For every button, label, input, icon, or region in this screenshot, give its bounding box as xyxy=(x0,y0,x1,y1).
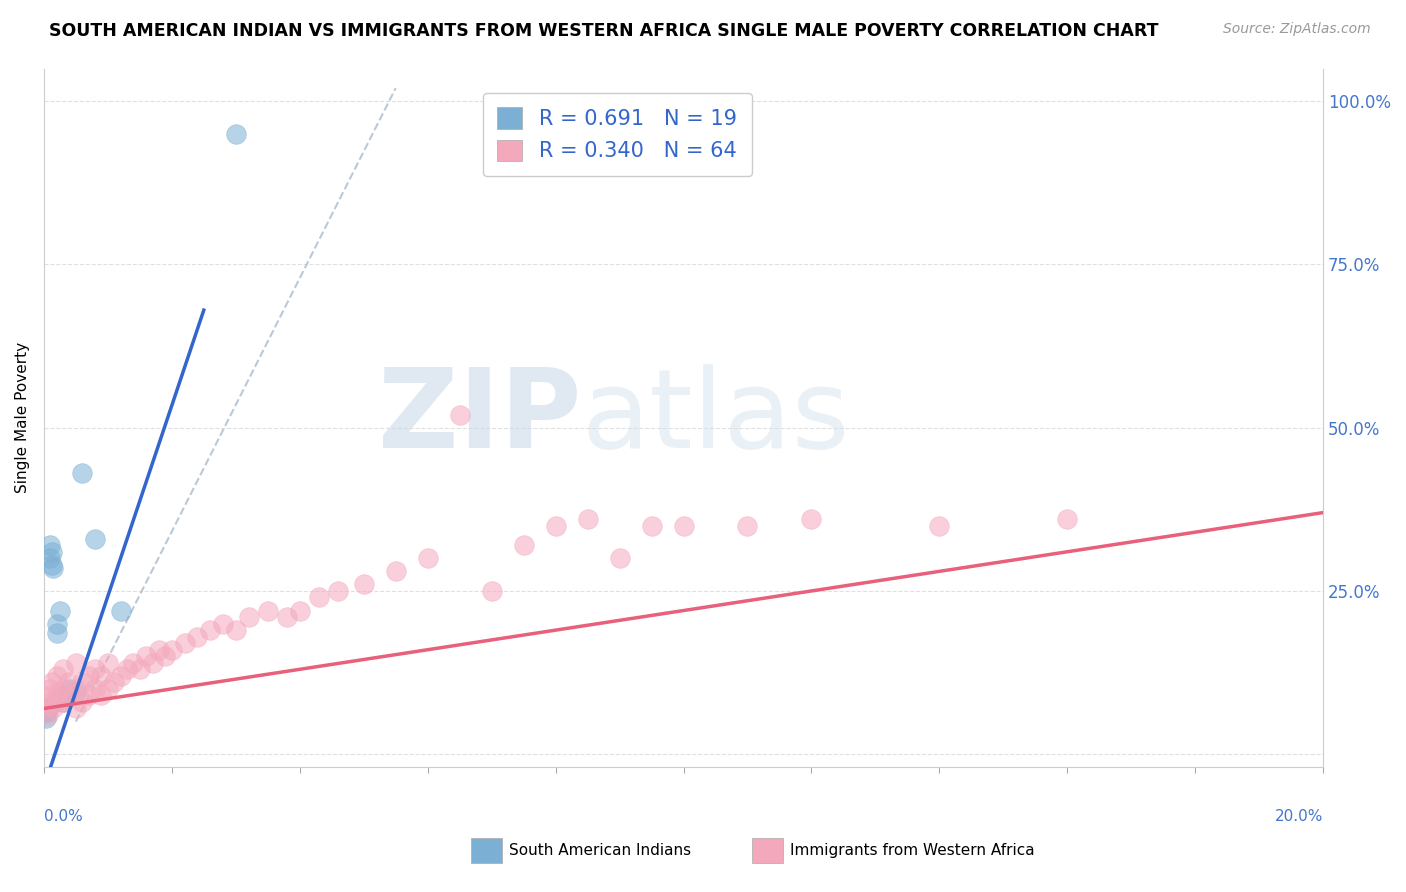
Point xyxy=(103,675,125,690)
Point xyxy=(256,603,278,617)
Point xyxy=(52,695,75,709)
Legend: R = 0.691   N = 19, R = 0.340   N = 64: R = 0.691 N = 19, R = 0.340 N = 64 xyxy=(482,93,752,176)
Point xyxy=(35,705,58,719)
Point xyxy=(72,675,94,690)
Text: South American Indians: South American Indians xyxy=(509,844,692,858)
Point xyxy=(39,689,62,703)
Text: atlas: atlas xyxy=(581,365,849,471)
Text: Immigrants from Western Africa: Immigrants from Western Africa xyxy=(790,844,1035,858)
Point xyxy=(52,681,75,696)
Point xyxy=(288,603,311,617)
Point xyxy=(45,626,67,640)
Point xyxy=(65,685,87,699)
Point xyxy=(97,681,120,696)
Point xyxy=(41,675,63,690)
Point xyxy=(52,695,75,709)
Point xyxy=(52,662,75,676)
Point xyxy=(737,518,759,533)
Text: ZIP: ZIP xyxy=(378,365,581,471)
Point xyxy=(90,689,112,703)
Point xyxy=(609,551,631,566)
Point xyxy=(39,681,62,696)
Point xyxy=(225,127,247,141)
Point xyxy=(512,538,534,552)
Point xyxy=(155,649,177,664)
Point xyxy=(45,616,67,631)
Point xyxy=(308,591,330,605)
Point xyxy=(37,701,59,715)
Point xyxy=(212,616,235,631)
Point xyxy=(72,695,94,709)
Point xyxy=(326,583,349,598)
Point xyxy=(416,551,439,566)
Point xyxy=(173,636,195,650)
Point xyxy=(65,701,87,715)
Point xyxy=(90,669,112,683)
Point xyxy=(353,577,375,591)
Point xyxy=(65,656,87,670)
Point xyxy=(37,708,59,723)
Point xyxy=(1056,512,1078,526)
Point xyxy=(110,603,132,617)
Point xyxy=(115,662,138,676)
Point xyxy=(72,467,94,481)
Point xyxy=(928,518,950,533)
Point xyxy=(225,623,247,637)
Point xyxy=(49,603,72,617)
Point xyxy=(84,532,107,546)
Point xyxy=(52,689,75,703)
Text: SOUTH AMERICAN INDIAN VS IMMIGRANTS FROM WESTERN AFRICA SINGLE MALE POVERTY CORR: SOUTH AMERICAN INDIAN VS IMMIGRANTS FROM… xyxy=(49,22,1159,40)
Point xyxy=(449,408,471,422)
Point xyxy=(238,610,260,624)
Point xyxy=(41,545,63,559)
Point xyxy=(128,662,150,676)
Point xyxy=(45,695,67,709)
Point xyxy=(35,695,58,709)
Point xyxy=(77,669,100,683)
Y-axis label: Single Male Poverty: Single Male Poverty xyxy=(15,343,30,493)
Point xyxy=(122,656,145,670)
Point xyxy=(84,662,107,676)
Point xyxy=(672,518,695,533)
Point xyxy=(42,561,65,575)
Text: 0.0%: 0.0% xyxy=(44,809,83,824)
Point xyxy=(110,669,132,683)
Point xyxy=(384,565,406,579)
Point xyxy=(45,669,67,683)
Point xyxy=(58,681,80,696)
Point xyxy=(800,512,823,526)
Point xyxy=(35,701,58,715)
Text: Source: ZipAtlas.com: Source: ZipAtlas.com xyxy=(1223,22,1371,37)
Point xyxy=(135,649,157,664)
Point xyxy=(481,583,503,598)
Point xyxy=(77,689,100,703)
Point xyxy=(58,689,80,703)
Point xyxy=(39,538,62,552)
Point xyxy=(42,701,65,715)
Point xyxy=(45,689,67,703)
Point xyxy=(576,512,599,526)
Point xyxy=(544,518,567,533)
Point xyxy=(41,558,63,572)
Point xyxy=(39,551,62,566)
Point xyxy=(640,518,662,533)
Point xyxy=(160,642,183,657)
Point xyxy=(148,642,170,657)
Point xyxy=(35,711,58,725)
Point xyxy=(97,656,120,670)
Point xyxy=(142,656,165,670)
Point xyxy=(198,623,221,637)
Text: 20.0%: 20.0% xyxy=(1275,809,1323,824)
Point xyxy=(276,610,298,624)
Point xyxy=(65,681,87,696)
Point xyxy=(186,630,208,644)
Point xyxy=(84,681,107,696)
Point xyxy=(58,675,80,690)
